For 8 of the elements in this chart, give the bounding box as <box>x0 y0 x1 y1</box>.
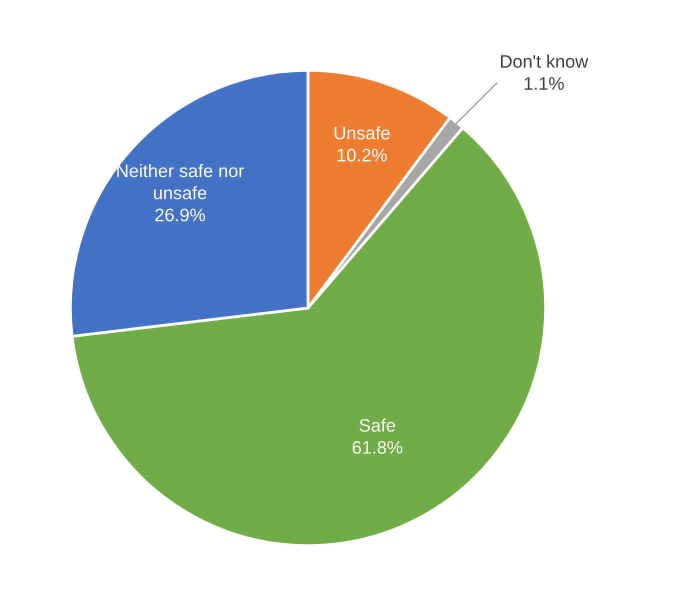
data-label: 26.9% <box>155 208 205 222</box>
data-label: 1.1% <box>524 77 564 90</box>
data-label: 10.2% <box>338 148 387 162</box>
slice-label: Safe <box>360 418 396 432</box>
slice-label: Neither safe nor unsafe <box>117 164 244 200</box>
slice-label: Don't know <box>500 54 588 68</box>
data-label: 61.8% <box>352 441 402 454</box>
slice-label: Unsafe <box>334 126 390 140</box>
